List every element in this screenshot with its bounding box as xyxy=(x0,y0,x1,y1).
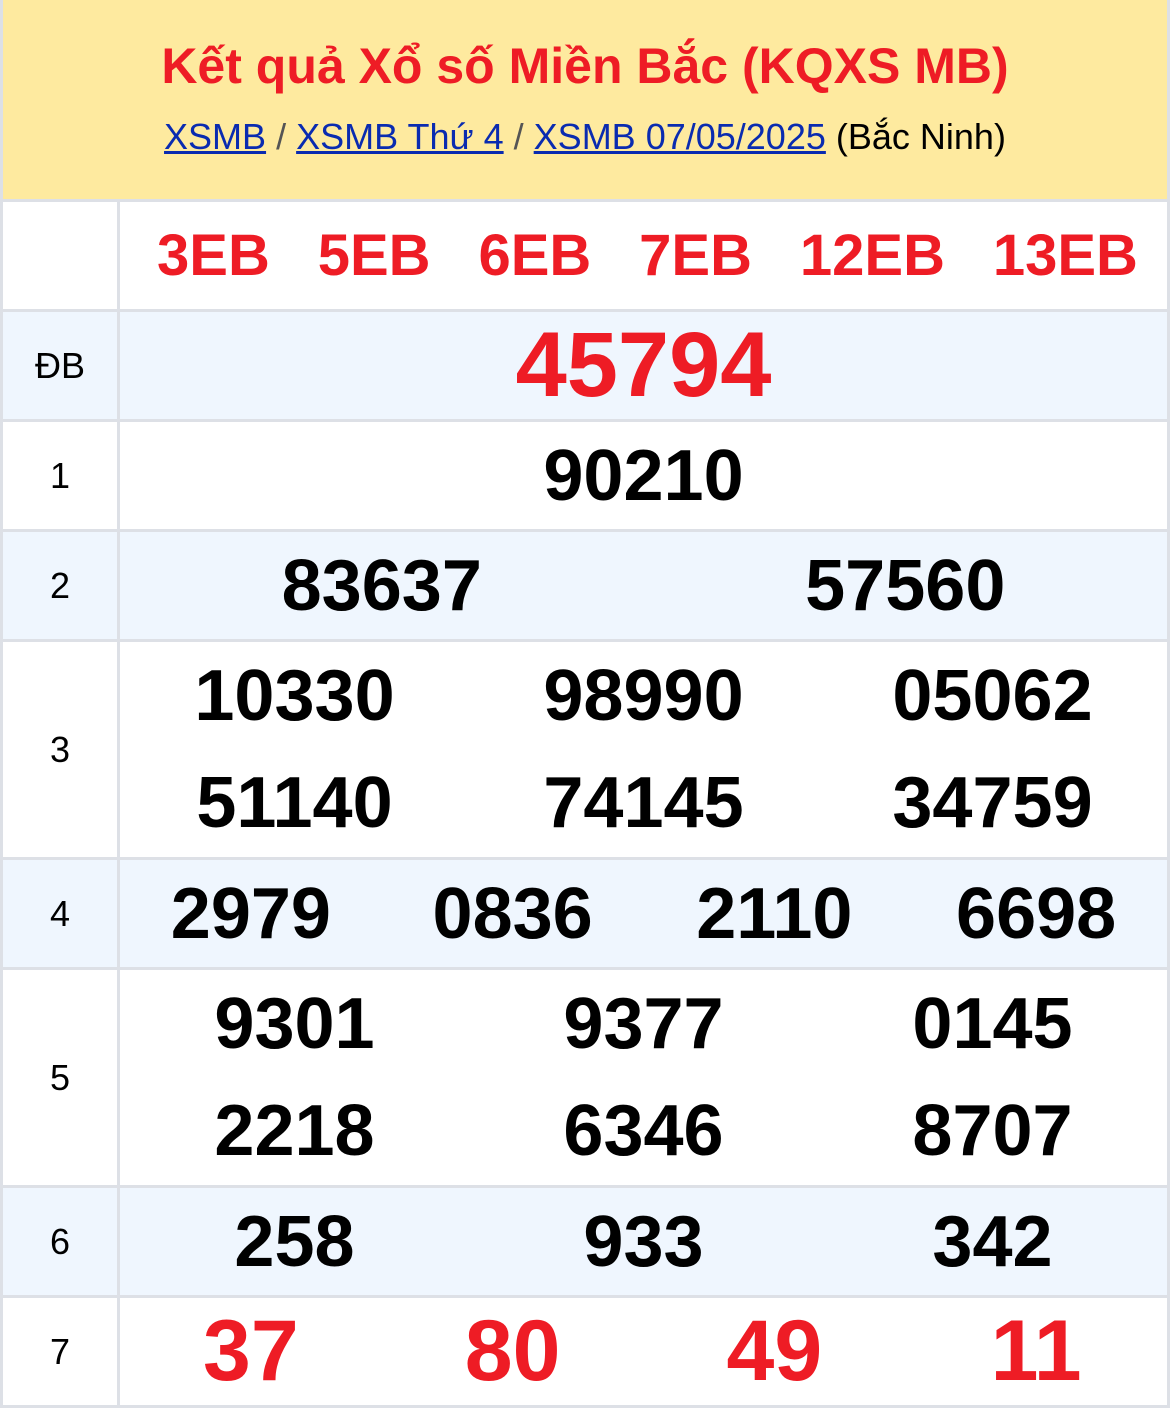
prize-label: 1 xyxy=(3,422,120,529)
breadcrumb-xsmb-date[interactable]: XSMB 07/05/2025 xyxy=(533,116,826,157)
prize-number: 10330 xyxy=(194,655,395,736)
prize-number: 9301 xyxy=(214,983,375,1064)
prize-number: 2110 xyxy=(696,873,853,954)
code: 6EB xyxy=(478,223,592,288)
page-title: Kết quả Xổ số Miền Bắc (KQXS MB) xyxy=(161,38,1009,94)
prize-number: 0145 xyxy=(912,983,1073,1064)
code: 12EB xyxy=(799,223,945,288)
empty-label xyxy=(3,202,120,309)
prize-label: 7 xyxy=(3,1298,120,1405)
prize-number: 98990 xyxy=(543,655,744,736)
prize-label: 2 xyxy=(3,532,120,639)
separator: / xyxy=(276,116,287,157)
prize-number: 933 xyxy=(583,1201,704,1282)
prize-number: 34759 xyxy=(892,763,1093,844)
prize-number: 9377 xyxy=(563,983,724,1064)
province: (Bắc Ninh) xyxy=(835,116,1006,157)
codes-row: 3EB 5EB 6EB 7EB 12EB 13EB xyxy=(3,202,1167,312)
prize-label: 5 xyxy=(3,970,120,1185)
prize-number: 2218 xyxy=(214,1091,375,1172)
breadcrumb-xsmb[interactable]: XSMB xyxy=(164,116,267,157)
prize-row-db: ĐB 45794 xyxy=(3,312,1167,422)
prize-label: 4 xyxy=(3,860,120,967)
header: Kết quả Xổ số Miền Bắc (KQXS MB) XSMB / … xyxy=(3,0,1167,202)
prize-number: 6698 xyxy=(956,873,1117,954)
prize-number: 49 xyxy=(726,1303,823,1399)
breadcrumb-xsmb-thu-4[interactable]: XSMB Thứ 4 xyxy=(296,116,504,157)
prize-number: 80 xyxy=(464,1303,561,1399)
code: 13EB xyxy=(992,223,1138,288)
prize-number: 83637 xyxy=(281,545,482,626)
prize-number: 258 xyxy=(234,1201,355,1282)
prize-row-4: 4 2979 0836 2110 6698 xyxy=(3,860,1167,970)
breadcrumb: XSMB / XSMB Thứ 4 / XSMB 07/05/2025 (Bắc… xyxy=(3,116,1167,158)
prize-number: 2979 xyxy=(170,873,331,954)
prize-row-2: 2 83637 57560 xyxy=(3,532,1167,642)
prize-number: 51140 xyxy=(196,763,393,844)
separator: / xyxy=(513,116,524,157)
prize-number: 74145 xyxy=(543,763,744,844)
prize-number: 90210 xyxy=(543,435,744,516)
prize-number: 0836 xyxy=(432,873,593,954)
prize-number: 57560 xyxy=(805,545,1006,626)
prize-row-5: 5 9301 9377 0145 2218 6346 8707 xyxy=(3,970,1167,1188)
prize-number: 8707 xyxy=(912,1091,1073,1172)
prize-number: 11 xyxy=(990,1303,1082,1399)
prize-label: ĐB xyxy=(3,312,120,419)
prize-number: 6346 xyxy=(563,1091,724,1172)
prize-row-1: 1 90210 xyxy=(3,422,1167,532)
code: 7EB xyxy=(639,223,752,288)
prize-number: 342 xyxy=(932,1201,1053,1282)
prize-row-7: 7 37 80 49 11 xyxy=(3,1298,1167,1408)
prize-number: 05062 xyxy=(892,655,1093,736)
code: 5EB xyxy=(317,223,431,288)
prize-label: 6 xyxy=(3,1188,120,1295)
prize-label: 3 xyxy=(3,642,120,857)
code: 3EB xyxy=(157,223,270,288)
prize-row-6: 6 258 933 342 xyxy=(3,1188,1167,1298)
prize-row-3: 3 10330 98990 05062 51140 74145 34759 xyxy=(3,642,1167,860)
prize-number: 37 xyxy=(203,1303,299,1399)
special-prize-number: 45794 xyxy=(515,314,772,416)
